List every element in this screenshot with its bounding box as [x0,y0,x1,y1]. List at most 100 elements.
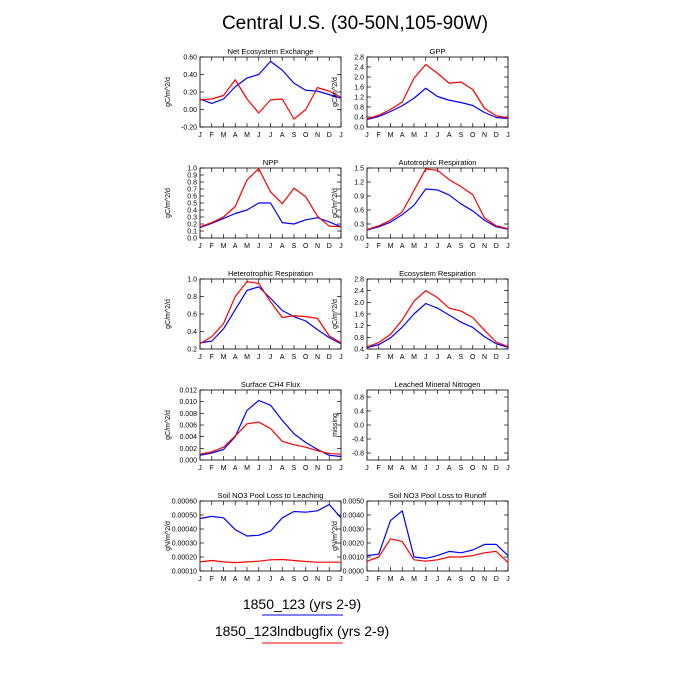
x-tick-label: N [315,576,320,583]
x-tick-label: D [494,465,499,472]
y-tick-label: 0.4 [187,208,197,215]
y-tick-label: 2.0 [354,300,364,307]
y-tick-label: 0.8 [187,180,197,187]
chart-panel-10: Soil NO3 Pool Loss to Runoff gN/m^2/d 0.00… [332,491,510,583]
x-tick-label: A [400,465,405,472]
x-tick-label: J [506,132,510,139]
y-axis-label: gC/m^2/d [165,188,172,218]
x-tick-label: A [400,132,405,139]
y-tick-label: 1.0 [187,277,197,284]
y-tick-label: 0.4 [354,115,364,122]
x-tick-label: F [377,354,381,361]
panel-title: Soil NO3 Pool Loss to Runoff [389,491,487,500]
x-tick-label: N [315,243,320,250]
plot-frame [199,389,342,461]
x-tick-label: J [365,354,369,361]
y-tick-label: 2.8 [354,277,364,284]
plot-frame [366,56,509,128]
chart-panel-1: Net Ecosystem Exchange gC/m^2/d 0.60 0.40 0.… [165,47,343,139]
legend-label-2: 1850_123lndbugfix (yrs 2-9) [215,623,389,639]
y-tick-label: 0.0050 [343,499,365,506]
x-tick-label: A [280,132,285,139]
x-tick-label: F [377,576,381,583]
x-tick-label: S [292,243,297,250]
x-tick-label: D [327,354,332,361]
chart-panel-9: Soil NO3 Pool Loss to LeachinggN/m^2/d0.… [165,491,343,583]
series-line-2 [366,168,509,231]
x-tick-label: J [506,243,510,250]
x-tick-label: N [482,132,487,139]
y-tick-label: 0.3 [354,222,364,229]
panel-title: Net Ecosystem Exchange [228,47,314,56]
series-line-2 [199,168,342,228]
plot-frame [366,389,509,461]
x-tick-label: J [436,243,440,250]
x-tick-label: J [339,354,343,361]
x-tick-label: J [269,354,273,361]
x-tick-label: J [436,354,440,361]
chart-panel-4: Autotrophic Respiration gC/m^2/d 1.5 1.2 0.9… [332,158,510,250]
y-tick-label: 0.0000 [343,569,365,576]
x-tick-label: A [280,243,285,250]
x-tick-label: F [210,465,214,472]
series-line-2 [199,281,342,345]
x-tick-label: J [436,132,440,139]
x-tick-label: J [198,132,202,139]
y-tick-label: 0.00 [183,107,197,114]
x-tick-label: S [459,243,464,250]
x-tick-label: J [198,465,202,472]
x-tick-label: M [388,465,394,472]
x-tick-label: N [315,354,320,361]
x-tick-label: F [377,132,381,139]
series-line-2 [199,79,342,120]
x-tick-label: J [257,132,261,139]
x-tick-label: N [482,354,487,361]
y-tick-label: 1.2 [354,95,364,102]
y-tick-label: 1.6 [354,85,364,92]
y-tick-label: 1.2 [354,323,364,330]
x-tick-label: S [459,465,464,472]
panel-title: Autotrophic Respiration [399,158,477,167]
x-tick-label: J [257,465,261,472]
x-tick-label: A [233,243,238,250]
x-tick-label: M [221,576,227,583]
y-tick-label: 2.4 [354,65,364,72]
x-tick-label: F [210,132,214,139]
x-tick-label: J [269,576,273,583]
x-tick-label: M [244,132,250,139]
x-tick-label: M [388,243,394,250]
y-tick-label: 0.6 [187,194,197,201]
panels: Net Ecosystem Exchange gC/m^2/d 0.60 0.40 0.… [165,47,510,583]
y-tick-label: 0.8 [354,395,364,402]
y-tick-label: 0.1 [187,229,197,236]
legend: 1850_123 (yrs 2-9) 1850_123lndbugfix (yr… [215,596,389,644]
series-line-1 [366,87,509,121]
y-tick-label: 0.0 [354,236,364,243]
x-tick-label: A [447,132,452,139]
x-tick-label: J [436,465,440,472]
x-tick-label: J [257,243,261,250]
y-tick-label: 0.5 [187,201,197,208]
panel-title: Surface CH4 Flux [241,380,300,389]
x-tick-label: M [221,243,227,250]
x-tick-label: D [494,354,499,361]
x-tick-label: A [447,354,452,361]
y-tick-label: -0.20 [181,125,197,132]
series-line-1 [366,188,509,231]
x-tick-label: O [303,243,309,250]
y-axis-label: gC/m^2/d [165,410,172,440]
x-tick-label: M [221,465,227,472]
y-tick-label: 1.0 [187,166,197,173]
x-tick-label: J [269,243,273,250]
x-tick-label: J [365,132,369,139]
x-tick-label: F [210,354,214,361]
legend-label-1: 1850_123 (yrs 2-9) [243,596,361,612]
y-tick-label: 0.008 [179,411,197,418]
x-tick-label: J [257,576,261,583]
y-tick-label: 0.00050 [172,513,197,520]
x-tick-label: M [244,465,250,472]
x-tick-label: S [292,132,297,139]
x-tick-label: M [388,576,394,583]
x-tick-label: S [292,576,297,583]
